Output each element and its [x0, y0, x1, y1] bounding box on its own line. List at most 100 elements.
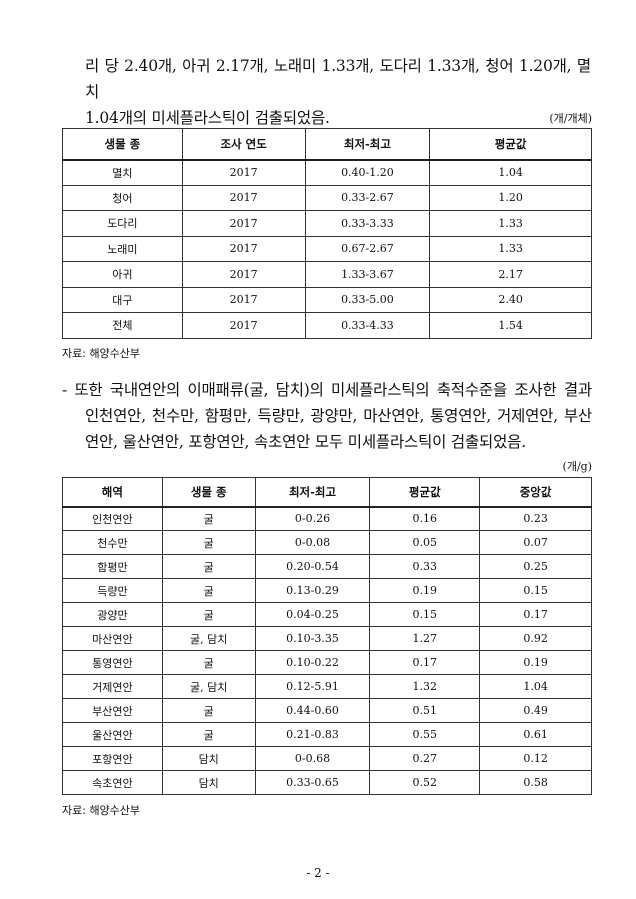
table-cell: 0.12-5.91: [254, 674, 371, 699]
table-row: 아귀 2017 1.33-3.67 2.17: [62, 261, 592, 288]
table-cell: 청어: [62, 184, 183, 211]
table-cell: 0-0.08: [254, 530, 371, 555]
table-cell: 굴: [161, 578, 256, 603]
table-cell: 1.04: [429, 159, 592, 186]
table-cell: 통영연안: [62, 650, 163, 675]
table-cell: 0.51: [369, 698, 481, 723]
table-cell: 2017: [181, 286, 306, 313]
table-cell: 0.07: [479, 530, 592, 555]
table-cell: 굴: [161, 554, 256, 579]
table-cell: 굴: [161, 602, 256, 627]
table-cell: 0.55: [369, 722, 481, 747]
table-cell: 0.58: [479, 770, 592, 795]
table-cell: 2017: [181, 159, 306, 186]
table-cell: 0.19: [369, 578, 481, 603]
paragraph-1-line-1: 리 당 2.40개, 아귀 2.17개, 노래미 1.33개, 도다리 1.33…: [85, 57, 591, 101]
table-row: 부산연안 굴 0.44-0.60 0.51 0.49: [62, 698, 592, 723]
table-cell: 0.23: [479, 506, 592, 531]
table-cell: 1.33-3.67: [304, 261, 431, 288]
column-header: 해역: [62, 477, 163, 508]
table-cell: 0.15: [369, 602, 481, 627]
table-cell: 1.33: [429, 235, 592, 262]
table-cell: 0-0.26: [254, 506, 371, 531]
table-row: 거제연안 굴, 담치 0.12-5.91 1.32 1.04: [62, 674, 592, 699]
table-cell: 1.32: [369, 674, 481, 699]
table-row: 마산연안 굴, 담치 0.10-3.35 1.27 0.92: [62, 626, 592, 651]
table-row: 도다리 2017 0.33-3.33 1.33: [62, 210, 592, 237]
table-cell: 0.05: [369, 530, 481, 555]
table-cell: 0.92: [479, 626, 592, 651]
table-cell: 2.17: [429, 261, 592, 288]
table-row: 전체 2017 0.33-4.33 1.54: [62, 312, 592, 339]
table-cell: 0.61: [479, 722, 592, 747]
table-cell: 0.19: [479, 650, 592, 675]
table-cell: 0-0.68: [254, 746, 371, 771]
table-cell: 담치: [161, 770, 256, 795]
table-row: 포항연안 담치 0-0.68 0.27 0.12: [62, 746, 592, 771]
table-row: 득량만 굴 0.13-0.29 0.19 0.15: [62, 578, 592, 603]
table-cell: 광양만: [62, 602, 163, 627]
paragraph-2-line-1: - 또한 국내연안의 이매패류(굴, 담치)의 미세플라스틱의 축적수준을 조사…: [62, 381, 592, 399]
table-cell: 1.54: [429, 312, 592, 339]
table-cell: 0.15: [479, 578, 592, 603]
table-cell: 포항연안: [62, 746, 163, 771]
table-cell: 0.12: [479, 746, 592, 771]
table-cell: 2017: [181, 235, 306, 262]
table-row: 울산연안 굴 0.21-0.83 0.55 0.61: [62, 722, 592, 747]
table-cell: 득량만: [62, 578, 163, 603]
table-row: 천수만 굴 0-0.08 0.05 0.07: [62, 530, 592, 555]
table-cell: 전체: [62, 312, 183, 339]
table-cell: 0.49: [479, 698, 592, 723]
table-cell: 0.27: [369, 746, 481, 771]
table-row: 대구 2017 0.33-5.00 2.40: [62, 286, 592, 313]
table-cell: 0.10-0.22: [254, 650, 371, 675]
table-cell: 0.16: [369, 506, 481, 531]
table-2-unit: (개/g): [562, 460, 592, 473]
table-cell: 0.67-2.67: [304, 235, 431, 262]
table-cell: 굴: [161, 650, 256, 675]
table-cell: 담치: [161, 746, 256, 771]
table-row: 인천연안 굴 0-0.26 0.16 0.23: [62, 506, 592, 531]
paragraph-2: - 또한 국내연안의 이매패류(굴, 담치)의 미세플라스틱의 축적수준을 조사…: [62, 377, 592, 455]
column-header: 조사 연도: [181, 128, 306, 161]
column-header: 최저-최고: [254, 477, 371, 508]
paragraph-2-line-3: 연안, 울산연안, 포항연안, 속초연안 모두 미세플라스틱이 검출되었음.: [85, 433, 526, 451]
table-cell: 대구: [62, 286, 183, 313]
table-cell: 도다리: [62, 210, 183, 237]
table-row: 멸치 2017 0.40-1.20 1.04: [62, 159, 592, 186]
table-cell: 0.33-3.33: [304, 210, 431, 237]
table-cell: 거제연안: [62, 674, 163, 699]
table-cell: 1.20: [429, 184, 592, 211]
column-header: 평균값: [429, 128, 592, 161]
table-cell: 함평만: [62, 554, 163, 579]
table-row: 속초연안 담치 0.33-0.65 0.52 0.58: [62, 770, 592, 795]
paragraph-2-line-2: 인천연안, 천수만, 함평만, 득량만, 광양만, 마산연안, 통영연안, 거제…: [85, 407, 592, 425]
table-row: 광양만 굴 0.04-0.25 0.15 0.17: [62, 602, 592, 627]
table-2-source: 자료: 해양수산부: [62, 804, 141, 817]
paragraph-1-line-2: 1.04개의 미세플라스틱이 검출되었음.: [85, 109, 330, 127]
table-cell: 0.52: [369, 770, 481, 795]
table-cell: 굴: [161, 722, 256, 747]
table-cell: 2017: [181, 184, 306, 211]
table-row: 노래미 2017 0.67-2.67 1.33: [62, 235, 592, 262]
table-cell: 1.04: [479, 674, 592, 699]
table-cell: 0.10-3.35: [254, 626, 371, 651]
table-cell: 0.33: [369, 554, 481, 579]
table-cell: 0.40-1.20: [304, 159, 431, 186]
table-cell: 굴: [161, 698, 256, 723]
table-cell: 0.17: [369, 650, 481, 675]
table-cell: 멸치: [62, 159, 183, 186]
table-row: 함평만 굴 0.20-0.54 0.33 0.25: [62, 554, 592, 579]
column-header: 중앙값: [479, 477, 592, 508]
table-cell: 0.20-0.54: [254, 554, 371, 579]
page-number: - 2 -: [306, 866, 330, 880]
table-cell: 2017: [181, 261, 306, 288]
table-cell: 0.21-0.83: [254, 722, 371, 747]
table-cell: 속초연안: [62, 770, 163, 795]
table-2: 해역 생물 종 최저-최고 평균값 중앙값 인천연안 굴 0-0.26 0.16 0.23 천수만…: [62, 477, 592, 795]
table-1-source: 자료: 해양수산부: [62, 347, 141, 360]
table-2-header-row: 해역 생물 종 최저-최고 평균값 중앙값: [62, 477, 592, 508]
table-cell: 천수만: [62, 530, 163, 555]
table-cell: 아귀: [62, 261, 183, 288]
table-cell: 0.33-5.00: [304, 286, 431, 313]
